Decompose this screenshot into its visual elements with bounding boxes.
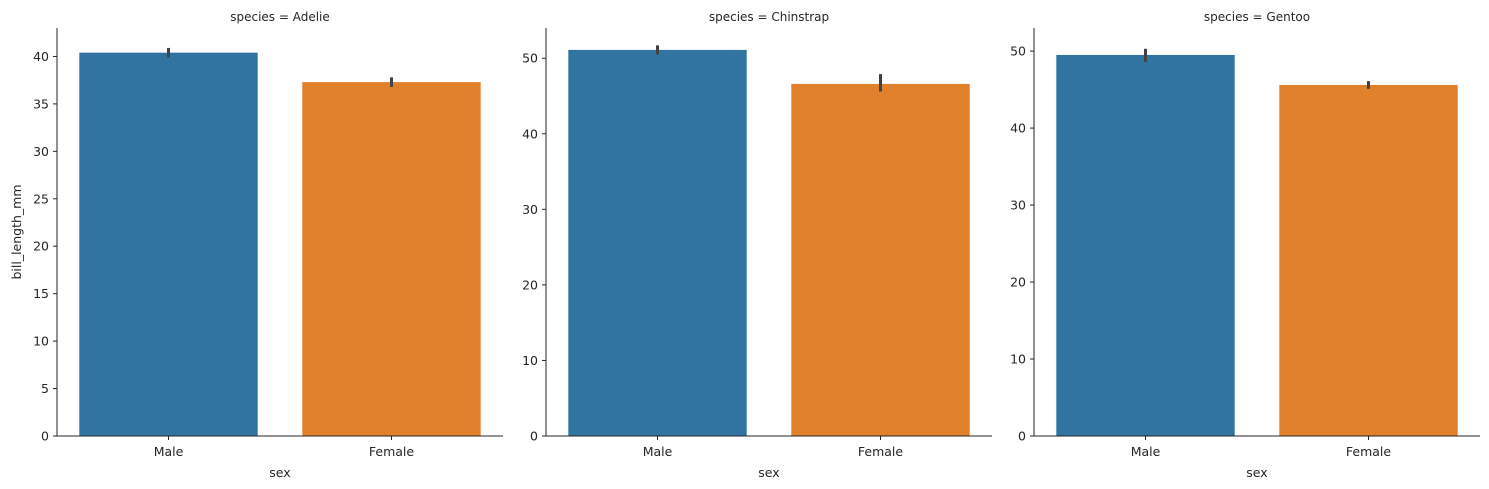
facet-title: species = Adelie (230, 10, 330, 24)
y-tick-label: 20 (33, 239, 49, 254)
x-axis-label: sex (758, 465, 779, 480)
bar-female (1279, 84, 1458, 436)
bar-female (791, 83, 970, 437)
y-tick-label: 5 (41, 381, 49, 396)
x-tick-label-female: Female (369, 444, 415, 459)
facet-title: species = Gentoo (1204, 10, 1310, 24)
x-tick-label-male: Male (643, 444, 673, 459)
y-tick-label: 40 (522, 126, 538, 141)
facet-panel-3: 0 10 20 30 40 50 Male Female sex species = Gentoo (1010, 10, 1480, 480)
y-tick-label: 50 (1010, 44, 1026, 59)
bar-male (568, 49, 747, 437)
y-tick-label: 20 (1010, 275, 1026, 290)
x-tick-label-male: Male (154, 444, 184, 459)
bar-male (79, 52, 258, 436)
x-axis-label: sex (1246, 465, 1267, 480)
y-tick-label: 50 (522, 51, 538, 66)
y-tick-label: 0 (41, 429, 49, 444)
facet-title: species = Chinstrap (709, 10, 829, 24)
y-tick-label: 10 (33, 334, 49, 349)
bar-male (1056, 54, 1235, 437)
facet-panel-2: 0 10 20 30 40 50 Male Female sex species = Chinst… (522, 10, 992, 480)
y-tick-label: 30 (1010, 198, 1026, 213)
facet-panel-1: 0 5 10 15 20 25 30 35 40 Male Female sex bill_length… (9, 10, 503, 480)
y-tick-label: 40 (33, 49, 49, 64)
y-tick-label: 25 (33, 191, 49, 206)
y-tick-label: 30 (33, 144, 49, 159)
y-tick-label: 10 (522, 353, 538, 368)
y-tick-label: 15 (33, 286, 49, 301)
x-tick-label-male: Male (1131, 444, 1161, 459)
x-tick-label-female: Female (858, 444, 904, 459)
y-tick-label: 40 (1010, 121, 1026, 136)
y-tick-label: 0 (530, 429, 538, 444)
y-tick-label: 20 (522, 277, 538, 292)
y-axis-label: bill_length_mm (9, 184, 24, 279)
y-tick-label: 35 (33, 96, 49, 111)
y-tick-label: 10 (1010, 352, 1026, 367)
y-tick-label: 30 (522, 202, 538, 217)
bar-female (302, 82, 481, 437)
y-tick-label: 0 (1018, 429, 1026, 444)
x-tick-label-female: Female (1346, 444, 1392, 459)
x-axis-label: sex (269, 465, 290, 480)
